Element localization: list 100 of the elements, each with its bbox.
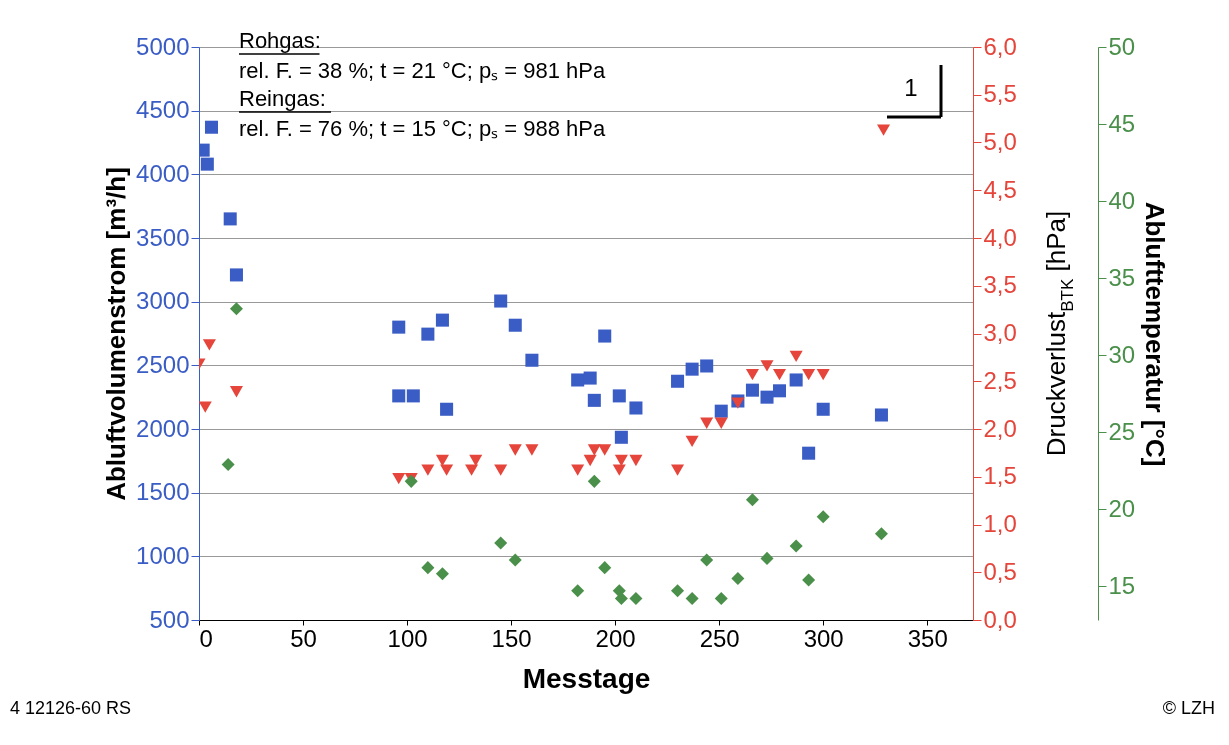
point <box>494 536 508 550</box>
point <box>671 584 685 598</box>
point <box>392 320 406 334</box>
point <box>525 444 539 456</box>
x-tick-label: 0 <box>199 624 213 652</box>
y3-tick-label: 50 <box>1108 32 1136 60</box>
point <box>760 360 774 372</box>
point <box>598 561 612 575</box>
y3-tick-label: 20 <box>1108 494 1136 522</box>
y2-tick-label: 4,5 <box>983 175 1017 203</box>
y2-tick-label: 1,5 <box>983 462 1017 490</box>
point <box>204 120 218 134</box>
y2-tick-label: 0,5 <box>983 557 1017 585</box>
point <box>789 373 803 387</box>
text: © LZH <box>1162 698 1215 718</box>
point <box>700 417 714 429</box>
annotation: rel. F. = 76 %; t = 15 °C; pₛ = 988 hPa <box>239 116 606 141</box>
point <box>421 561 435 575</box>
x-tick-label: 350 <box>907 624 948 652</box>
point <box>772 384 787 398</box>
point <box>435 454 449 467</box>
x-tick-label: 100 <box>387 624 428 652</box>
y2-tick-label: 6,0 <box>983 32 1017 60</box>
point <box>802 368 816 381</box>
point <box>598 329 612 343</box>
y-tick-label: 2000 <box>136 414 190 442</box>
point <box>406 389 420 403</box>
point <box>508 444 522 456</box>
point <box>816 402 830 416</box>
y-tick-label: 2500 <box>136 350 190 378</box>
point <box>223 212 237 226</box>
point <box>587 444 601 456</box>
point <box>508 553 522 567</box>
point <box>685 591 699 605</box>
y-tick-label: 3500 <box>136 223 190 251</box>
point <box>571 464 585 476</box>
point <box>221 457 235 471</box>
text: 4 12126-60 RS <box>10 698 132 718</box>
y-axis-title: Abluftvolumenstrom [m³/h] <box>101 167 132 501</box>
y2-tick-label: 2,5 <box>983 366 1017 394</box>
point <box>525 353 539 367</box>
point <box>440 464 454 476</box>
point <box>802 573 816 587</box>
y2-tick-label: 4,0 <box>983 223 1017 251</box>
point <box>440 402 454 416</box>
y3-tick-label: 35 <box>1108 263 1136 291</box>
point <box>200 157 214 171</box>
point <box>612 389 626 403</box>
y2-tick-label: 3,0 <box>983 319 1017 346</box>
point <box>731 571 745 585</box>
y2-axis-title: DruckverlustBTK [hPa] <box>1041 210 1077 457</box>
point <box>629 401 643 415</box>
point <box>202 339 216 351</box>
x-tick-label: 150 <box>491 624 532 652</box>
x-tick-label: 250 <box>699 624 740 652</box>
point <box>700 359 714 373</box>
y-tick-label: 4500 <box>136 96 190 124</box>
y3-axis-title: Ablufttemperatur [°C] <box>1140 201 1171 467</box>
y3-tick-label: 45 <box>1108 109 1136 137</box>
point <box>614 430 628 444</box>
point <box>789 539 803 553</box>
point <box>614 591 628 605</box>
point <box>571 373 585 387</box>
y2-tick-label: 2,0 <box>983 414 1017 442</box>
point <box>802 446 816 460</box>
point <box>629 454 643 467</box>
point <box>714 591 728 605</box>
point <box>508 318 522 332</box>
annotation: Reingas: <box>239 86 326 111</box>
point <box>392 389 406 403</box>
point <box>229 386 243 398</box>
point <box>714 404 728 418</box>
point <box>760 390 774 404</box>
point <box>629 591 643 605</box>
point <box>714 417 728 429</box>
y-tick-label: 500 <box>149 605 190 633</box>
x-tick-label: 200 <box>595 624 636 652</box>
point <box>465 464 479 476</box>
point <box>685 435 699 448</box>
point <box>199 401 212 413</box>
point <box>421 327 435 341</box>
y3-tick-label: 15 <box>1108 571 1136 599</box>
point <box>789 350 803 363</box>
point <box>583 454 597 467</box>
point <box>745 493 759 507</box>
point <box>392 473 406 485</box>
y2-tick-label: 1,0 <box>983 510 1017 537</box>
y3-tick-label: 30 <box>1108 340 1136 368</box>
y-tick-label: 4000 <box>136 159 190 187</box>
point <box>772 368 787 381</box>
point <box>583 371 597 385</box>
annotation: 1 <box>904 74 918 101</box>
point <box>494 294 508 308</box>
point <box>874 408 888 422</box>
y-tick-label: 3000 <box>136 287 190 315</box>
y2-tick-label: 5,5 <box>983 80 1017 108</box>
point <box>435 313 449 327</box>
y-tick-label: 5000 <box>136 32 190 60</box>
point <box>700 553 714 567</box>
annotation: Rohgas: <box>239 28 321 53</box>
